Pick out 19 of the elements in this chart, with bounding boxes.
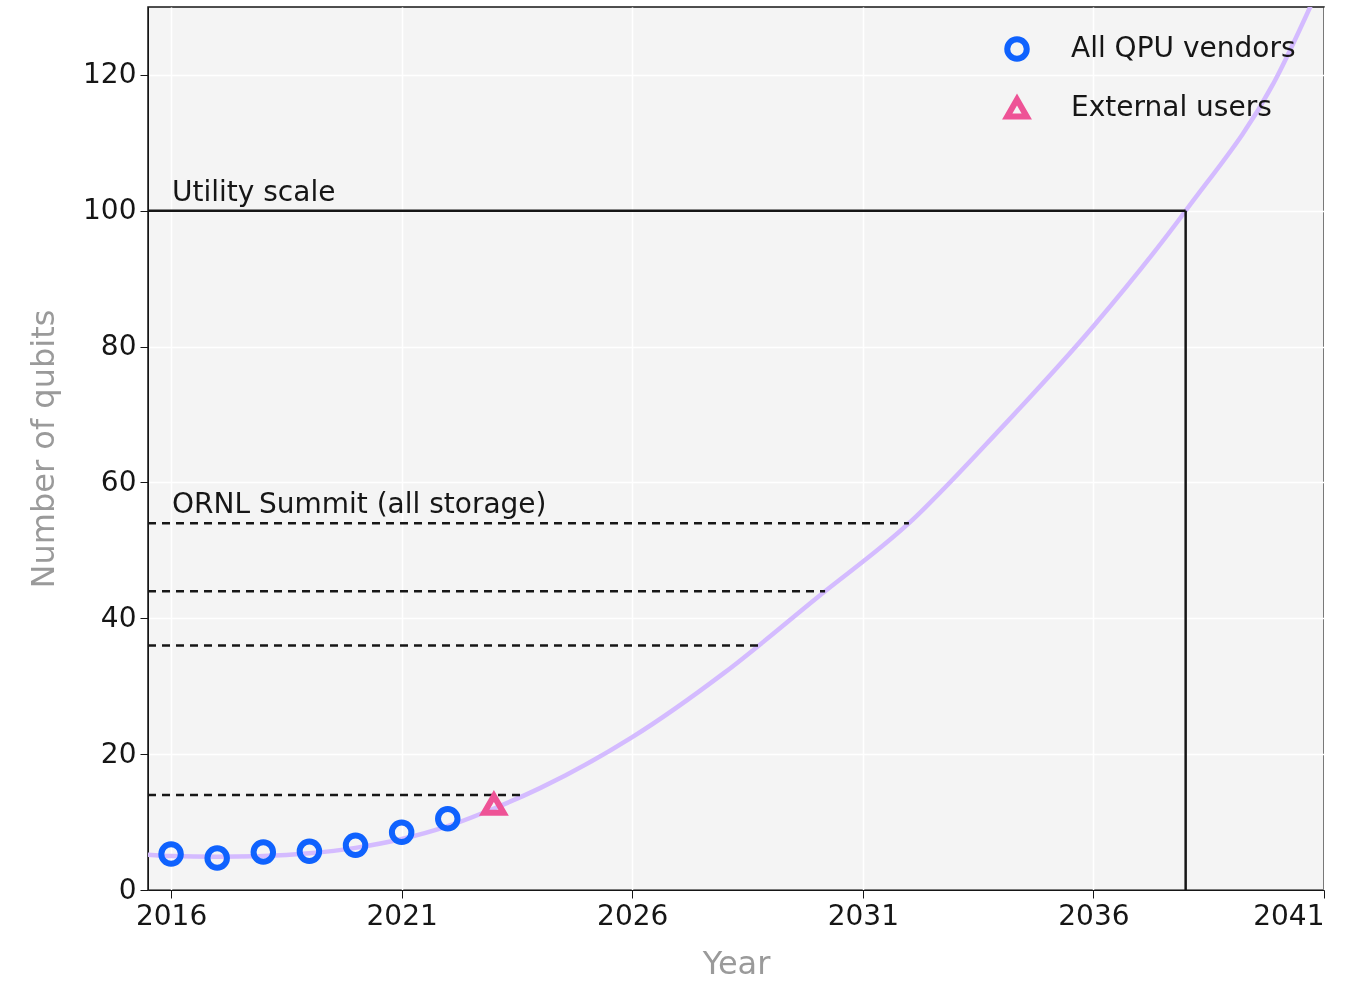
y-tick-label: 40 <box>100 600 137 634</box>
x-tick-label: 2026 <box>597 898 669 932</box>
x-tick-label: 2031 <box>827 898 899 932</box>
legend-label: External users <box>1071 90 1272 123</box>
y-tick-label: 60 <box>100 464 137 498</box>
y-tick-label: 80 <box>100 329 137 363</box>
x-tick-label: 2036 <box>1058 898 1130 932</box>
y-tick-label: 0 <box>118 872 137 906</box>
y-tick-label: 20 <box>100 736 137 770</box>
x-tick-label: 2041 <box>1253 898 1325 932</box>
legend-label: All QPU vendors <box>1071 31 1296 64</box>
x-axis-title: Year <box>701 943 772 982</box>
ref-line-label: Utility scale <box>172 174 336 208</box>
x-tick-label: 2021 <box>366 898 438 932</box>
y-tick-label: 100 <box>83 193 137 227</box>
y-tick-label: 120 <box>83 57 137 91</box>
x-tick-label: 2016 <box>135 898 208 932</box>
y-axis-title: Number of qubits <box>24 309 63 589</box>
ref-line-label: ORNL Summit (all storage) <box>172 487 547 521</box>
